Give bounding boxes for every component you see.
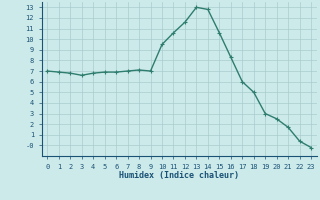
X-axis label: Humidex (Indice chaleur): Humidex (Indice chaleur) — [119, 171, 239, 180]
